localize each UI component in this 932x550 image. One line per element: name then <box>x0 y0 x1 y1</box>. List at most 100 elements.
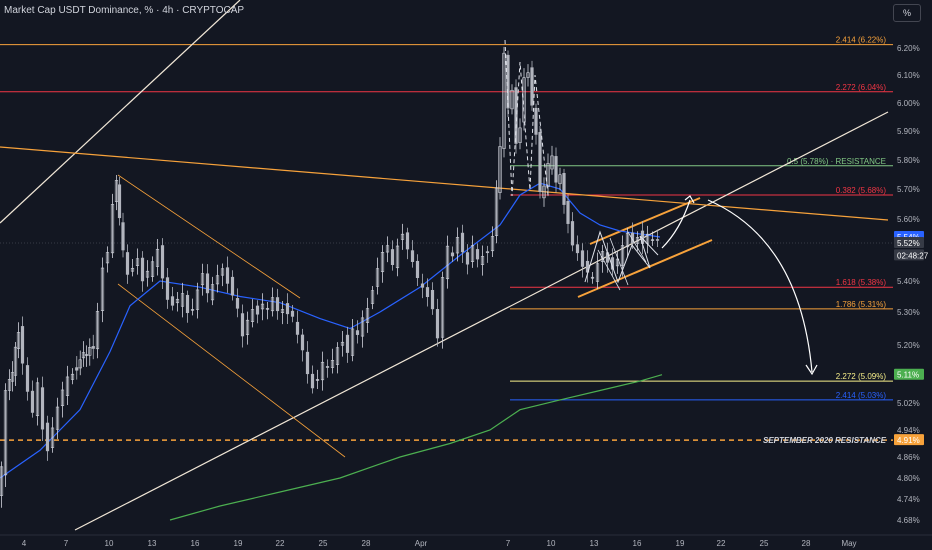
x-tick-6: 22 <box>276 539 285 548</box>
candle-body <box>25 365 30 392</box>
candle-body <box>410 250 415 262</box>
arrow-up-head <box>684 195 695 204</box>
candle-body <box>145 270 150 278</box>
zigzag-cross-lines <box>597 231 647 291</box>
candle-body <box>205 273 210 294</box>
y-tick-2: 6.00% <box>897 99 920 108</box>
candle-body <box>285 303 290 315</box>
candle-body <box>140 257 145 282</box>
candle-body <box>475 249 480 260</box>
fib-label-3: 0.382 (5.68%) <box>836 186 887 195</box>
x-tick-0: 4 <box>22 539 27 548</box>
candle-body <box>562 172 566 205</box>
candle-body <box>330 360 335 368</box>
candle-body <box>635 237 640 244</box>
candle-body <box>575 244 580 254</box>
candle-body <box>566 200 570 224</box>
percent-scale-button[interactable]: % <box>893 4 921 22</box>
candle-body <box>355 330 360 335</box>
x-tick-17: 28 <box>802 539 811 548</box>
candle-body <box>625 232 630 248</box>
candle-body <box>435 309 440 339</box>
candle-body <box>315 379 320 381</box>
candle-body <box>255 305 260 315</box>
candle-body <box>110 204 115 254</box>
candle-body <box>295 321 300 335</box>
candle-body <box>650 239 655 241</box>
candle-body <box>405 232 410 250</box>
candle-body <box>538 132 542 192</box>
candle-body <box>506 54 510 109</box>
y-tick-11: 4.94% <box>897 426 920 435</box>
candle-body <box>100 267 105 312</box>
x-tick-10: 7 <box>506 539 511 548</box>
fib-label-6: 2.272 (5.09%) <box>836 372 887 381</box>
candle-body <box>546 163 550 187</box>
candle-body <box>490 236 495 252</box>
candle-body <box>200 273 205 286</box>
candle-body <box>320 361 325 381</box>
wave-annotation <box>504 39 549 197</box>
candle-body <box>530 67 534 106</box>
x-tick-12: 13 <box>590 539 599 548</box>
candle-body <box>135 258 140 266</box>
chart-title: Market Cap USDT Dominance, % · 4h · CRYP… <box>4 5 245 16</box>
candle-body <box>195 289 200 310</box>
x-tick-8: 28 <box>362 539 371 548</box>
candle-body <box>345 334 350 353</box>
candle-body <box>125 252 130 275</box>
price-label-2: 02:48:27 <box>897 251 929 260</box>
x-tick-14: 19 <box>676 539 685 548</box>
x-tick-11: 10 <box>547 539 556 548</box>
x-tick-18: May <box>841 539 856 548</box>
candle-body <box>580 250 585 267</box>
rising-channel-top <box>589 197 701 245</box>
rising-channel-bottom <box>577 239 713 298</box>
candle-body <box>655 239 660 241</box>
arrow-up-path <box>661 199 691 249</box>
candle-body <box>3 390 8 476</box>
x-tick-13: 16 <box>633 539 642 548</box>
candle-body <box>615 258 620 267</box>
x-tick-2: 10 <box>105 539 114 548</box>
fib-label-4: 1.618 (5.38%) <box>836 278 887 287</box>
candle-body <box>260 303 265 310</box>
price-label-bg-2 <box>894 249 924 261</box>
candle-body <box>375 268 380 287</box>
candle-body <box>534 107 538 135</box>
candle-body <box>78 359 82 369</box>
price-label-bg-4 <box>894 434 924 446</box>
x-tick-7: 25 <box>319 539 328 548</box>
candle-body <box>70 373 75 380</box>
zigzag-annotation <box>584 230 659 284</box>
candle-body <box>365 308 370 323</box>
fib-label-0: 2.414 (6.22%) <box>836 36 887 45</box>
candle-body <box>235 298 240 309</box>
candle-body <box>310 373 315 389</box>
candle-body <box>300 334 305 351</box>
y-tick-4: 5.80% <box>897 156 920 165</box>
candle-body <box>230 276 235 296</box>
y-tick-6: 5.60% <box>897 215 920 224</box>
candle-body <box>570 221 575 246</box>
candle-body <box>290 310 295 317</box>
candle-body <box>526 72 530 78</box>
candle-body <box>335 347 340 365</box>
candle-body <box>522 77 526 123</box>
candle-body <box>50 427 55 448</box>
candle-body <box>91 346 95 349</box>
x-tick-4: 16 <box>191 539 200 548</box>
fib-label-1: 2.272 (6.04%) <box>836 83 887 92</box>
candle-body <box>117 184 122 219</box>
x-tick-3: 13 <box>148 539 157 548</box>
y-tick-13: 4.80% <box>897 474 920 483</box>
x-tick-1: 7 <box>64 539 69 548</box>
candle-body <box>425 287 430 298</box>
candle-body <box>494 187 499 236</box>
candle-body <box>160 245 165 279</box>
x-tick-9: Apr <box>415 539 428 548</box>
candle-body <box>30 390 35 413</box>
price-label-bg-3 <box>894 368 924 380</box>
candle-body <box>225 267 230 284</box>
